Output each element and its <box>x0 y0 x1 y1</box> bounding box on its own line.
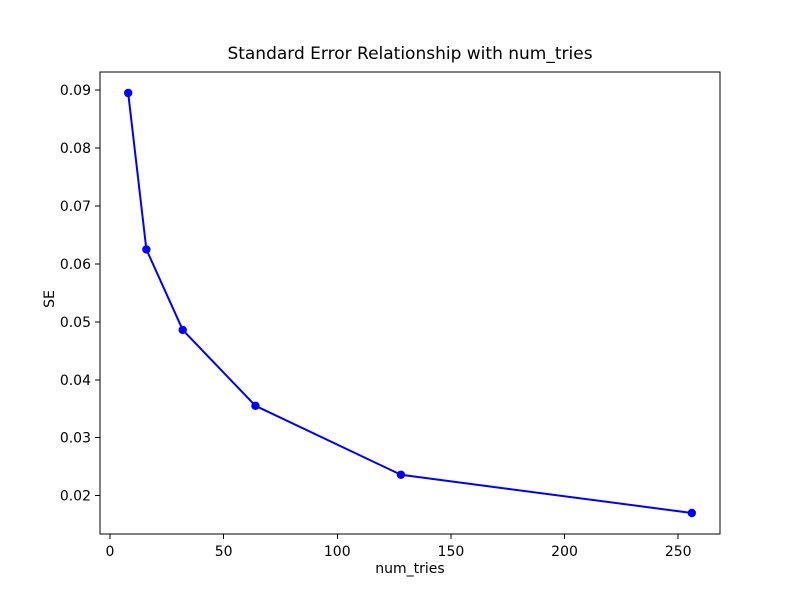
x-tick-label: 50 <box>215 544 233 560</box>
data-point <box>687 508 697 518</box>
chart-title: Standard Error Relationship with num_tri… <box>227 44 593 64</box>
y-tick-label: 0.06 <box>60 257 91 273</box>
x-tick-label: 200 <box>551 544 578 560</box>
y-tick-label: 0.02 <box>60 489 91 505</box>
y-tick-label: 0.07 <box>60 199 91 215</box>
x-tick-label: 0 <box>106 544 115 560</box>
y-tick-label: 0.03 <box>60 431 91 447</box>
data-point <box>251 401 260 411</box>
y-tick-label: 0.05 <box>60 315 91 331</box>
x-tick-label: 150 <box>438 544 465 560</box>
y-tick-label: 0.04 <box>60 373 91 389</box>
data-point <box>142 245 151 254</box>
data-point <box>178 325 187 335</box>
data-point <box>123 88 133 98</box>
series-line <box>127 92 693 514</box>
data-point <box>396 470 406 479</box>
y-tick-label: 0.08 <box>60 141 91 157</box>
x-axis-label: num_tries <box>375 561 445 577</box>
y-tick-label: 0.09 <box>60 83 91 99</box>
plot-border <box>99 71 721 535</box>
x-tick-label: 100 <box>324 544 351 560</box>
y-axis-label: SE <box>42 290 58 308</box>
x-tick-label: 250 <box>665 544 692 560</box>
